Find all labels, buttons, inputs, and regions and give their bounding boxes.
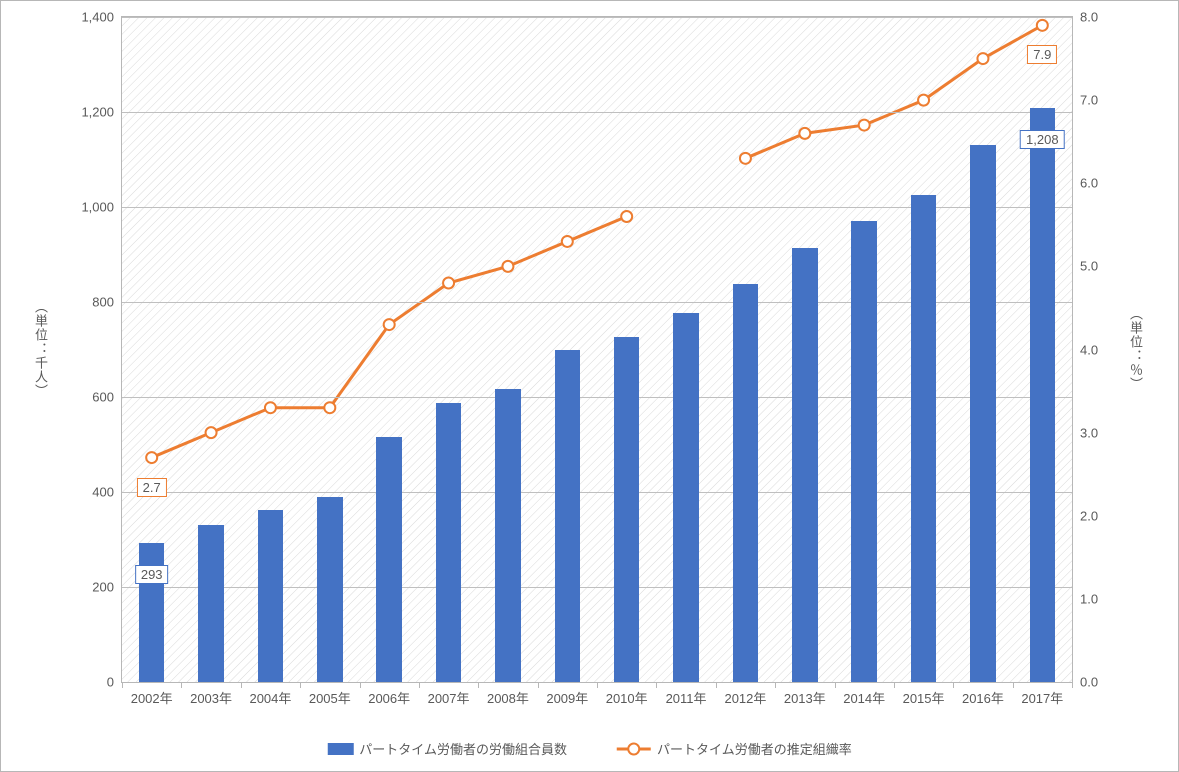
y2-axis-title: （単位：％） — [1126, 307, 1145, 391]
line-marker — [918, 95, 929, 106]
x-tickmark — [360, 682, 361, 688]
y2-tick-label: 3.0 — [1072, 425, 1098, 440]
y1-axis-title: （単位：千人） — [31, 300, 50, 398]
y1-tick-label: 800 — [92, 295, 122, 310]
line-marker — [384, 319, 395, 330]
gridline — [122, 112, 1072, 113]
x-tickmark — [241, 682, 242, 688]
y2-tick-label: 2.0 — [1072, 508, 1098, 523]
line-marker — [206, 427, 217, 438]
y1-tick-label: 1,400 — [81, 10, 122, 25]
line-marker — [562, 236, 573, 247]
x-tick-label: 2016年 — [962, 682, 1004, 707]
x-tick-label: 2012年 — [724, 682, 766, 707]
x-tick-label: 2005年 — [309, 682, 351, 707]
plot-area: 02004006008001,0001,2001,4000.01.02.03.0… — [121, 16, 1073, 683]
line-marker — [443, 278, 454, 289]
x-tick-label: 2009年 — [546, 682, 588, 707]
y2-tick-label: 6.0 — [1072, 176, 1098, 191]
bar — [733, 284, 759, 682]
bar — [198, 525, 224, 682]
data-label: 293 — [135, 565, 169, 584]
x-tickmark — [478, 682, 479, 688]
bar — [139, 543, 165, 682]
x-tick-label: 2014年 — [843, 682, 885, 707]
x-tick-label: 2008年 — [487, 682, 529, 707]
x-tick-label: 2006年 — [368, 682, 410, 707]
legend-swatch-line — [617, 743, 651, 755]
line-marker — [324, 402, 335, 413]
x-tick-label: 2007年 — [428, 682, 470, 707]
x-tick-label: 2013年 — [784, 682, 826, 707]
y2-tick-label: 8.0 — [1072, 10, 1098, 25]
line-marker — [146, 452, 157, 463]
data-label: 2.7 — [137, 478, 167, 497]
x-tickmark — [300, 682, 301, 688]
x-tickmark — [656, 682, 657, 688]
line-marker — [977, 53, 988, 64]
bar — [317, 497, 343, 682]
line-marker — [799, 128, 810, 139]
x-tick-label: 2011年 — [666, 682, 707, 707]
line-segment — [745, 25, 1042, 158]
bar — [911, 195, 937, 682]
bar — [376, 437, 402, 682]
y1-tick-label: 600 — [92, 390, 122, 405]
legend-item: パートタイム労働者の推定組織率 — [617, 739, 852, 758]
bar — [851, 221, 877, 682]
y1-tick-label: 1,000 — [81, 200, 122, 215]
x-tickmark — [1072, 682, 1073, 688]
x-tick-label: 2002年 — [131, 682, 173, 707]
x-tickmark — [775, 682, 776, 688]
line-marker — [1037, 20, 1048, 31]
bar — [614, 337, 640, 682]
legend-label: パートタイム労働者の労働組合員数 — [359, 739, 567, 758]
bar — [792, 248, 818, 682]
bar — [436, 403, 462, 682]
x-tickmark — [597, 682, 598, 688]
x-tickmark — [538, 682, 539, 688]
x-tick-label: 2017年 — [1021, 682, 1063, 707]
bar — [1030, 108, 1056, 682]
y1-tick-label: 400 — [92, 485, 122, 500]
x-tickmark — [835, 682, 836, 688]
bar — [673, 313, 699, 682]
line-marker — [859, 120, 870, 131]
x-tickmark — [953, 682, 954, 688]
line-marker — [502, 261, 513, 272]
x-tickmark — [894, 682, 895, 688]
y1-tick-label: 0 — [107, 675, 122, 690]
bar — [555, 350, 581, 683]
x-tickmark — [419, 682, 420, 688]
x-tickmark — [181, 682, 182, 688]
legend-swatch-bar — [327, 743, 353, 755]
gridline — [122, 17, 1072, 18]
line-marker — [740, 153, 751, 164]
data-label: 1,208 — [1020, 130, 1065, 149]
x-tick-label: 2015年 — [903, 682, 945, 707]
legend-label: パートタイム労働者の推定組織率 — [657, 739, 852, 758]
bar — [970, 145, 996, 682]
bar — [495, 389, 521, 682]
chart-container: 0 200 400 600 800 1,000 1,200 1,400 0.0 1.0 2.0 3.0… — [0, 0, 1179, 772]
y1-tick-label: 1,200 — [81, 105, 122, 120]
legend: パートタイム労働者の労働組合員数 パートタイム労働者の推定組織率 — [327, 739, 852, 758]
x-tick-label: 2003年 — [190, 682, 232, 707]
x-tick-label: 2004年 — [249, 682, 291, 707]
x-tickmark — [1013, 682, 1014, 688]
y2-tick-label: 1.0 — [1072, 591, 1098, 606]
bar — [258, 510, 284, 682]
legend-item: パートタイム労働者の労働組合員数 — [327, 739, 567, 758]
x-tick-label: 2010年 — [606, 682, 648, 707]
x-tickmark — [716, 682, 717, 688]
y2-tick-label: 7.0 — [1072, 93, 1098, 108]
y1-tick-label: 200 — [92, 580, 122, 595]
data-label: 7.9 — [1027, 45, 1057, 64]
line-marker — [265, 402, 276, 413]
y2-tick-label: 4.0 — [1072, 342, 1098, 357]
y2-tick-label: 5.0 — [1072, 259, 1098, 274]
y2-tick-label: 0.0 — [1072, 675, 1098, 690]
x-tickmark — [122, 682, 123, 688]
line-marker — [621, 211, 632, 222]
